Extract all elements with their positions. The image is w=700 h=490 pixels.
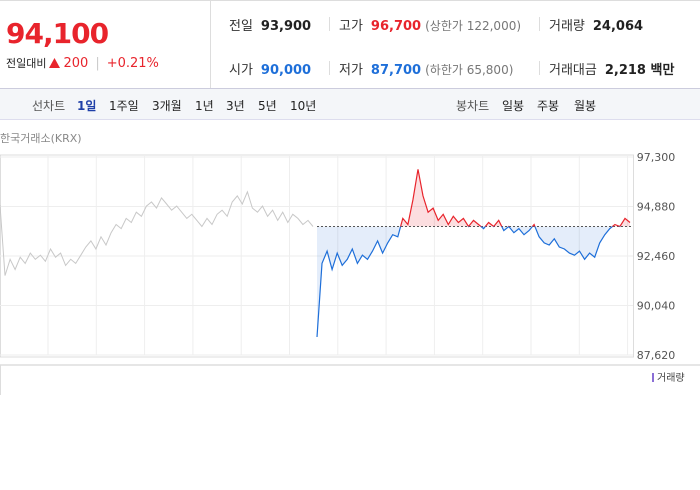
y-tick-label: 87,620 (637, 349, 676, 362)
source: 한국거래소(KRX) (0, 132, 82, 145)
divider (539, 61, 540, 75)
stat-value: 90,000 (260, 63, 312, 78)
tab[interactable]: 주봉 (537, 99, 560, 113)
tab-bar: 선차트 1일 1주일 3개월 1년 3년 5년 10년 봉차트 일봉 주봉 월봉 (0, 88, 700, 120)
divider (539, 17, 540, 31)
tab[interactable]: 1년 (195, 99, 214, 113)
stat-label: 거래량 (549, 19, 585, 34)
y-tick-label: 94,880 (637, 201, 676, 214)
up-arrow (49, 58, 61, 68)
tab-group-label: 봉차트 (456, 99, 490, 113)
stat: 전일 93,900 (229, 15, 311, 34)
tab[interactable]: 5년 (258, 99, 277, 113)
stat-value: 93,900 (260, 19, 312, 34)
stat: 저가 87,700 (하한가 65,800) (339, 59, 513, 78)
y-tick-label: 92,460 (637, 250, 676, 263)
stat-label: 시가 (229, 63, 253, 78)
stat-note: (하한가 65,800) (425, 63, 514, 77)
line-down (316, 226, 621, 338)
stat-label: 저가 (339, 63, 363, 78)
header: 94,100 전일대비 200 | +0.21% 전일 93,900 고가 96,70… (0, 0, 700, 89)
price: 94,100 (6, 17, 109, 50)
change-pct: +0.21% (106, 55, 159, 71)
volume-legend-swatch (652, 373, 654, 382)
change-value: 200 (63, 55, 89, 71)
change: 전일대비 200 | +0.21% (6, 55, 159, 71)
tab-group-label: 선차트 (32, 99, 66, 113)
stat-label: 고가 (339, 19, 363, 34)
stat: 거래량 24,064 (549, 15, 643, 34)
stat-value: 2,218 백만 (604, 63, 675, 78)
change-label: 전일대비 (6, 57, 47, 70)
y-tick-label: 97,300 (637, 151, 676, 164)
stat: 고가 96,700 (상한가 122,000) (339, 15, 521, 34)
stat-value: 96,700 (370, 19, 422, 34)
tab[interactable]: 1일 (77, 99, 97, 113)
stat-label: 전일 (229, 19, 253, 34)
stats: 전일 93,900 고가 96,700 (상한가 122,000) 거래량 24,064 시가… (210, 1, 700, 89)
y-tick-label: 90,040 (637, 300, 676, 313)
area-up (317, 169, 630, 227)
tab[interactable]: 1주일 (109, 99, 139, 113)
divider (329, 61, 330, 75)
tab[interactable]: 3년 (226, 99, 245, 113)
stat: 거래대금 2,218 백만 (549, 59, 674, 78)
stat-value: 24,064 (592, 19, 644, 34)
tab[interactable]: 월봉 (574, 99, 597, 113)
tab[interactable]: 3개월 (152, 99, 182, 113)
tab[interactable]: 10년 (290, 99, 317, 113)
stat-note: (상한가 122,000) (425, 19, 522, 33)
stat-value: 87,700 (370, 63, 422, 78)
line-up (399, 169, 631, 227)
plot-border (0, 154, 634, 358)
stat: 시가 90,000 (229, 59, 311, 78)
tab[interactable]: 일봉 (502, 99, 525, 113)
line (0, 190, 314, 276)
area-down (317, 226, 613, 337)
stat-label: 거래대금 (549, 63, 597, 78)
volume-legend: 거래량 (657, 372, 685, 384)
divider (329, 17, 330, 31)
